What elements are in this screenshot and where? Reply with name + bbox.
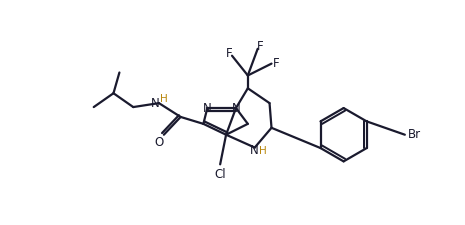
Text: N: N [151,97,160,110]
Text: F: F [226,47,232,60]
Text: N: N [250,144,259,157]
Text: Cl: Cl [214,168,226,181]
Text: N: N [232,101,240,115]
Text: Br: Br [408,128,421,141]
Text: H: H [259,146,266,155]
Text: O: O [154,136,164,149]
Text: F: F [257,40,264,53]
Text: F: F [273,57,280,70]
Text: H: H [160,94,168,104]
Text: N: N [203,101,212,115]
